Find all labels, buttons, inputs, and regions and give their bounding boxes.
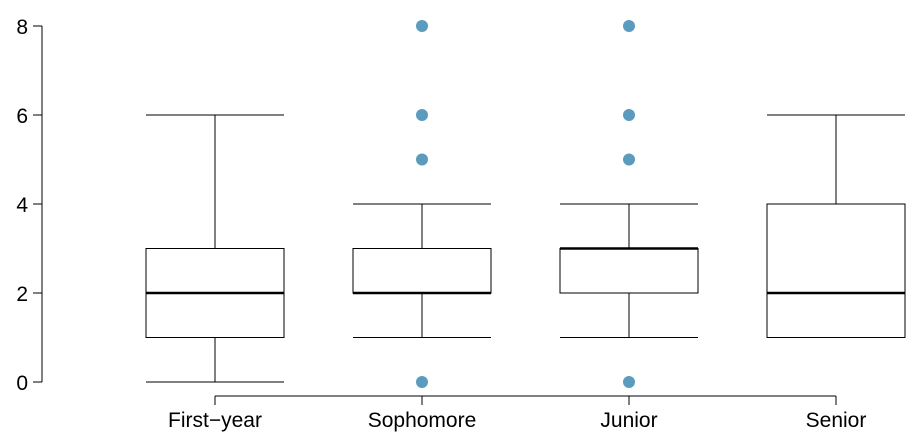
outlier-point [416,109,428,121]
outlier-point [623,109,635,121]
y-tick-label: 4 [16,194,28,217]
y-axis: 0 2 4 6 8 [16,16,43,395]
outlier-point [416,153,428,166]
box-group [352,20,492,388]
x-tick-label: First−year [168,409,262,432]
y-tick-label: 6 [16,105,28,128]
outlier-point [623,376,635,388]
x-tick-label: Sophomore [368,409,477,432]
box-iqr [559,248,699,294]
box-iqr [766,203,906,338]
outlier-point [416,20,428,32]
x-tick-label: Junior [600,409,657,432]
outlier-point [416,376,428,388]
box-group [145,114,285,383]
plot-area [145,20,906,388]
box-iqr [352,248,492,294]
outlier-point [623,20,635,32]
y-tick-label: 0 [16,372,28,395]
box-group [559,20,699,388]
y-tick-label: 2 [16,283,28,306]
outlier-point [623,153,635,166]
x-axis: First−year Sophomore Junior Senior [168,395,867,432]
y-tick-label: 8 [16,16,28,39]
box-group [766,114,906,338]
x-tick-label: Senior [806,409,867,432]
